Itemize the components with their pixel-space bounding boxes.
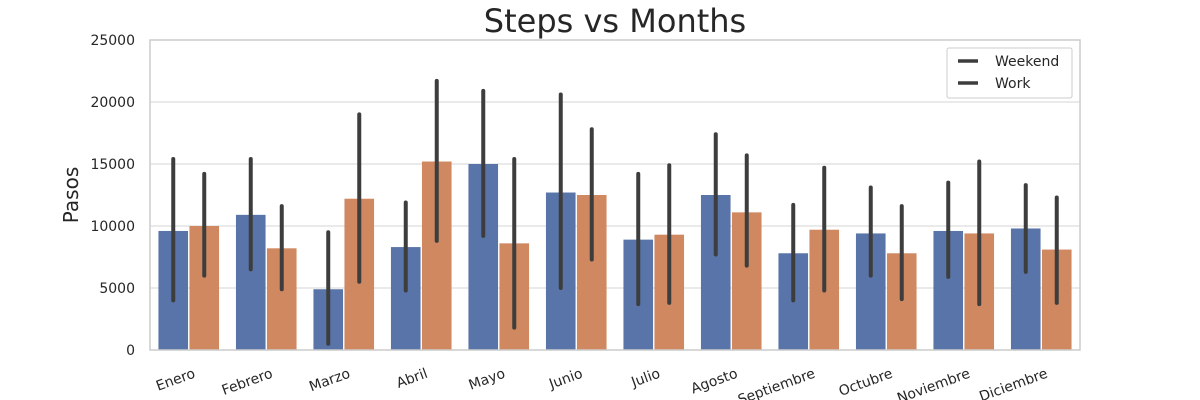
y-tick-label: 25000: [90, 33, 135, 49]
x-tick-label: Febrero: [220, 366, 275, 399]
chart-title: Steps vs Months: [484, 2, 746, 40]
x-tick-label: Agosto: [689, 366, 740, 398]
y-tick-label: 10000: [90, 219, 135, 235]
y-tick-label: 20000: [90, 95, 135, 111]
x-tick-label: Noviembre: [895, 366, 972, 400]
legend-entry: Weekend: [995, 54, 1059, 70]
x-tick-labels: Enero Febrero Marzo Abril Mayo Junio Julio Agos…: [154, 366, 1050, 400]
y-tick-label: 5000: [99, 281, 135, 297]
x-tick-label: Julio: [628, 366, 662, 391]
y-axis-label: Pasos: [59, 167, 83, 224]
y-tick-label: 0: [126, 343, 135, 359]
legend-box: [946, 47, 1073, 99]
legend: Weekend Work: [946, 47, 1073, 99]
plot-frame: [149, 39, 1081, 351]
y-grid: [150, 101, 1080, 289]
y-tick-label: 15000: [90, 157, 135, 173]
x-tick-label: Abril: [394, 366, 430, 392]
x-tick-label: Diciembre: [977, 366, 1050, 400]
x-tick-label: Mayo: [467, 366, 508, 394]
x-tick-label: Enero: [154, 366, 197, 395]
x-tick-label: Marzo: [307, 366, 352, 396]
x-tick-label: Junio: [546, 366, 585, 393]
bars-group: [158, 161, 1072, 350]
x-tick-label: Octubre: [837, 366, 895, 400]
x-tick-label: Septiembre: [736, 366, 818, 400]
legend-entry: Work: [995, 76, 1031, 92]
y-tick-labels: 0 5000 10000 15000 20000 25000: [90, 33, 135, 359]
error-bars-group: [171, 78, 1059, 346]
